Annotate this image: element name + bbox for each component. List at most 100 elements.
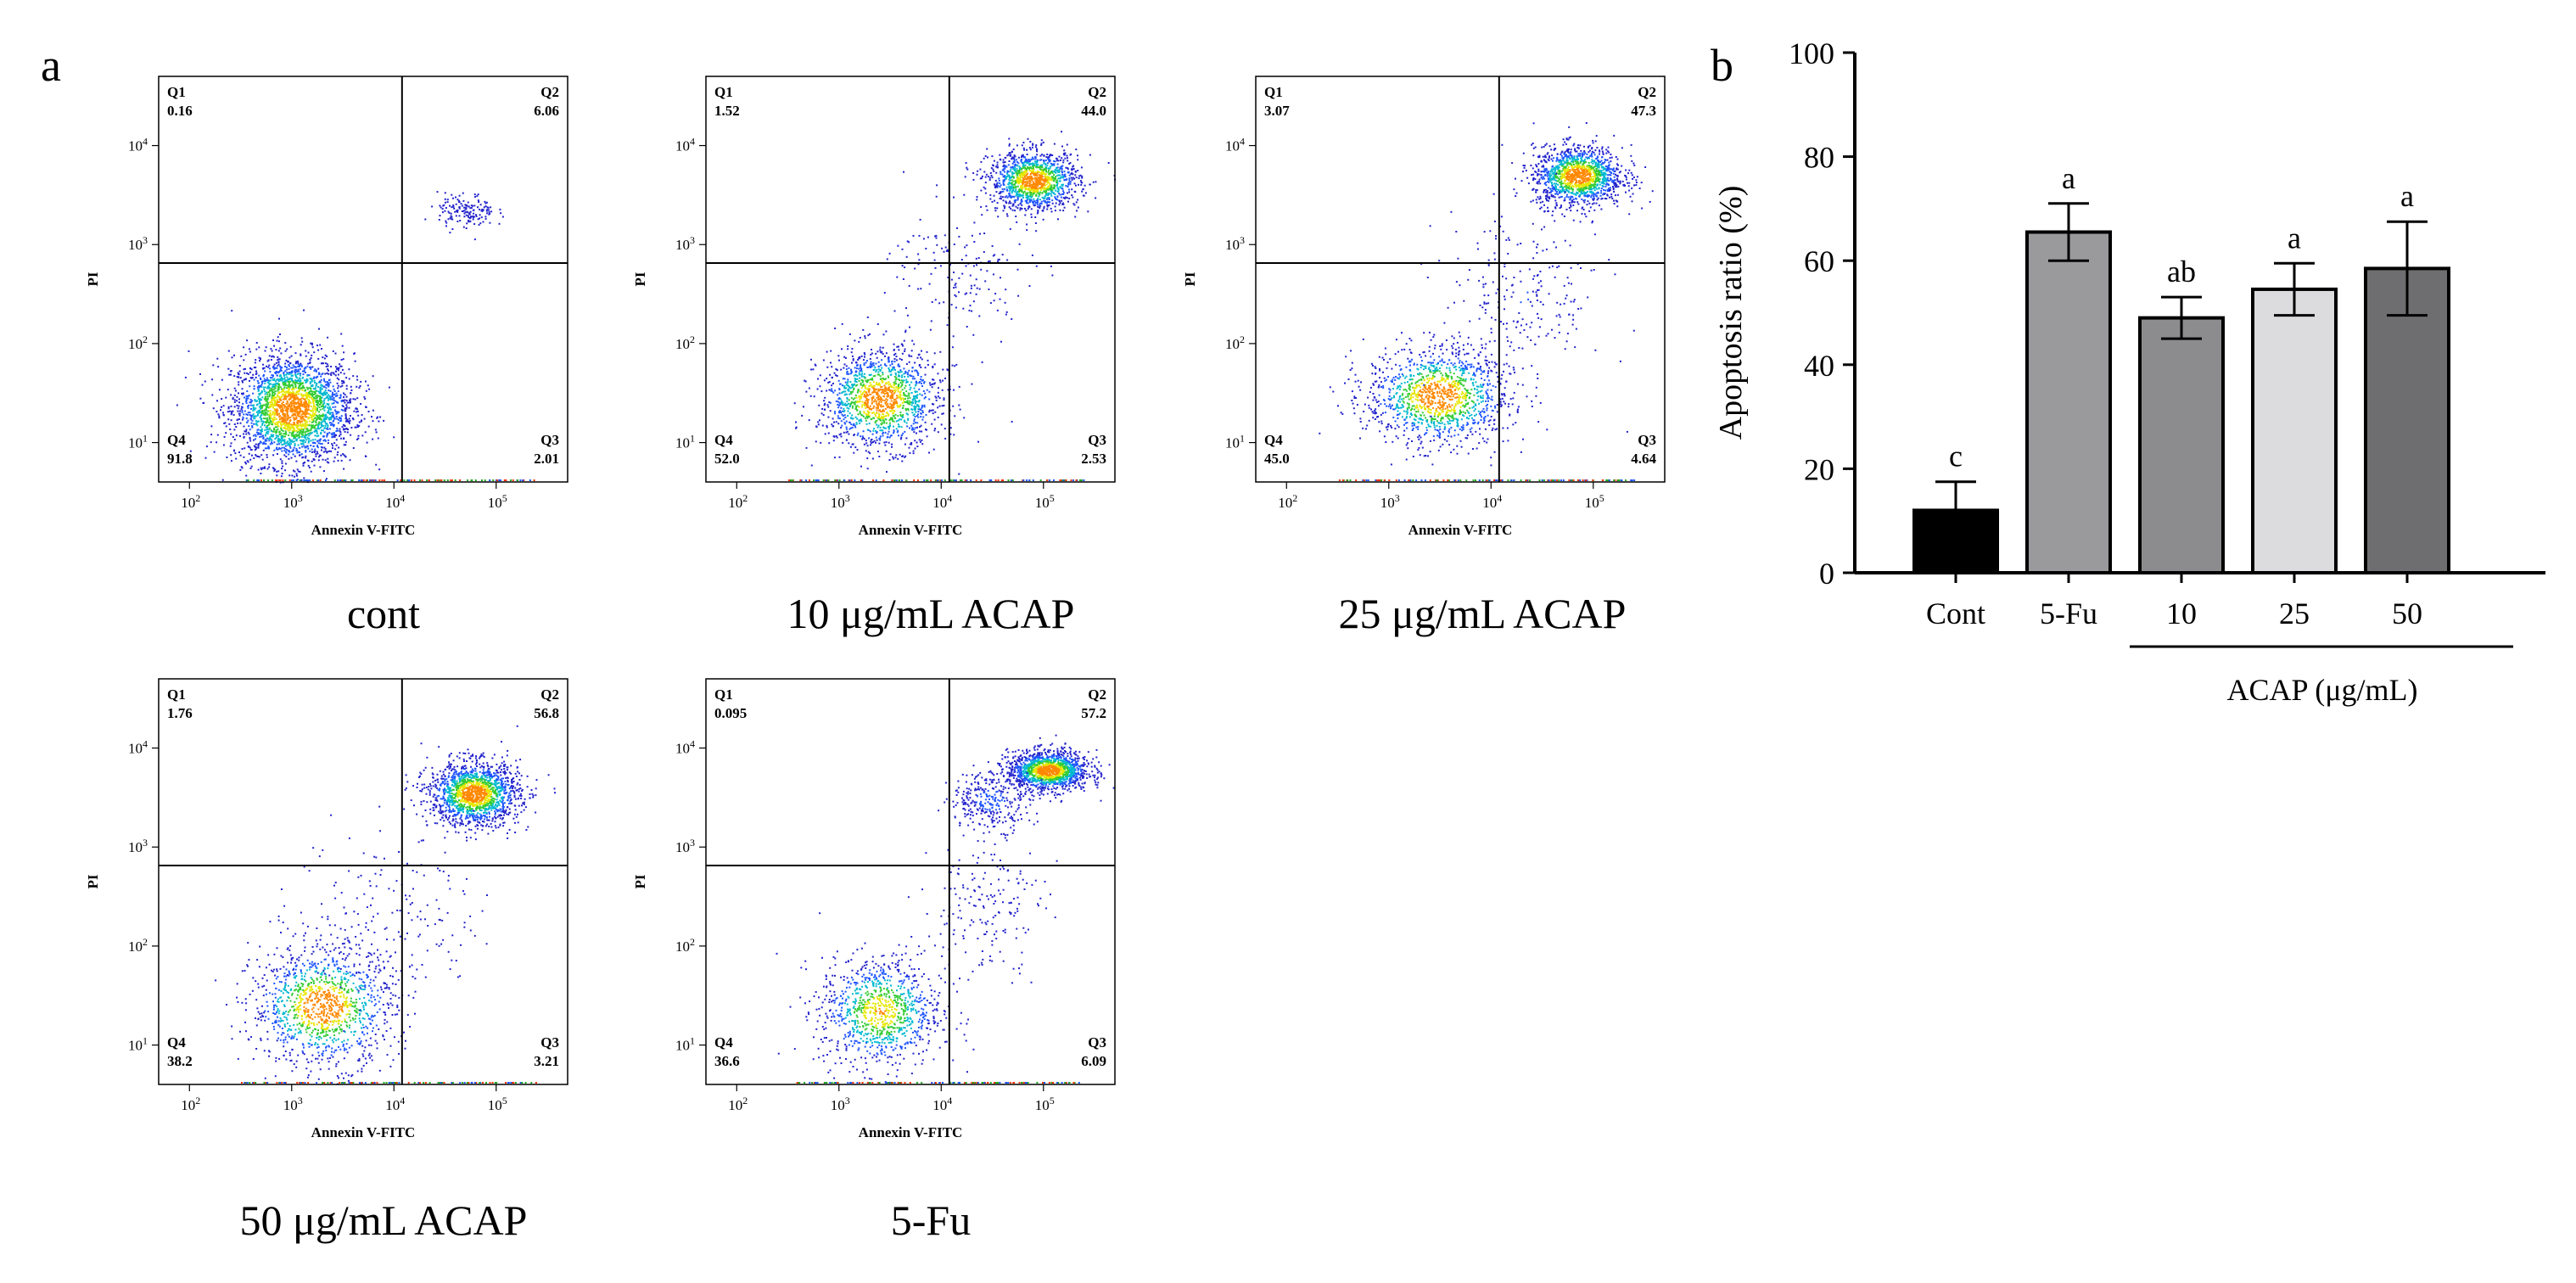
scatter-point — [1053, 174, 1056, 176]
scatter-point — [288, 393, 290, 395]
scatter-point — [944, 377, 946, 379]
scatter-point — [348, 378, 350, 380]
scatter-point — [463, 212, 466, 215]
scatter-point — [450, 212, 452, 215]
scatter-point — [868, 416, 870, 418]
scatter-point — [260, 467, 262, 469]
scatter-point — [1040, 139, 1043, 142]
scatter-point — [869, 333, 871, 335]
scatter-point — [232, 398, 234, 401]
scatter-point — [273, 408, 276, 410]
scatter-point — [260, 405, 262, 407]
scatter-point — [895, 420, 898, 423]
scatter-point — [882, 333, 885, 336]
scatter-point — [345, 404, 348, 406]
scatter-point — [280, 352, 283, 355]
scatter-point — [225, 432, 227, 434]
scatter-point — [322, 451, 325, 453]
scatter-point — [277, 336, 279, 339]
scatter-point — [854, 373, 857, 376]
scatter-point — [218, 415, 221, 417]
scatter-point — [868, 385, 871, 388]
scatter-point — [879, 349, 882, 351]
scatter-point — [282, 390, 284, 393]
scatter-point — [475, 215, 478, 217]
scatter-point — [271, 377, 273, 379]
scatter-point — [860, 369, 863, 371]
scatter-point — [888, 406, 890, 408]
scatter-point — [325, 417, 328, 419]
scatter-point — [847, 378, 849, 381]
scatter-point — [317, 357, 320, 360]
scatter-point — [330, 450, 333, 452]
scatter-point — [342, 409, 344, 412]
scatter-point — [941, 405, 944, 407]
scatter-point — [1046, 165, 1049, 166]
scatter-point — [837, 401, 839, 403]
scatter-point — [326, 434, 328, 436]
scatter-point — [479, 222, 482, 225]
scatter-point — [841, 424, 843, 427]
scatter-point — [831, 384, 833, 387]
scatter-point — [876, 392, 879, 395]
scatter-point — [333, 442, 336, 445]
scatter-point — [228, 373, 231, 376]
scatter-point — [841, 322, 843, 325]
scatter-point — [300, 387, 302, 389]
scatter-point — [845, 426, 848, 429]
scatter-point — [908, 361, 910, 363]
scatter-point — [795, 427, 797, 429]
scatter-point — [358, 479, 361, 481]
scatter-point — [994, 183, 995, 186]
scatter-point — [888, 367, 890, 369]
scatter-point — [367, 479, 368, 481]
scatter-point — [289, 446, 292, 449]
scatter-point — [296, 438, 299, 440]
scatter-point — [871, 391, 874, 394]
scatter-point — [1072, 165, 1075, 167]
scatter-point — [878, 456, 881, 457]
scatter-point — [247, 397, 249, 400]
scatter-point — [879, 418, 882, 421]
scatter-point — [1005, 186, 1008, 188]
scatter-point — [302, 456, 305, 458]
scatter-point — [1028, 159, 1030, 160]
scatter-point — [484, 216, 487, 218]
scatter-point — [299, 412, 300, 415]
scatter-point — [252, 434, 255, 437]
scatter-point — [890, 405, 893, 407]
scatter-point — [319, 389, 322, 392]
scatter-point — [323, 400, 326, 402]
scatter-point — [269, 371, 272, 373]
scatter-point — [305, 439, 308, 441]
scatter-point — [233, 394, 236, 396]
scatter-point — [244, 461, 247, 463]
scatter-point — [321, 446, 323, 449]
scatter-point — [1056, 190, 1059, 193]
scatter-point — [874, 413, 876, 416]
scatter-point — [899, 394, 902, 396]
scatter-point — [883, 441, 886, 444]
scatter-point — [304, 402, 306, 405]
scatter-point — [344, 479, 346, 481]
scatter-point — [287, 440, 289, 443]
scatter-point — [279, 458, 282, 461]
scatter-point — [333, 388, 335, 390]
scatter-point — [916, 404, 919, 406]
scatter-point — [482, 221, 484, 223]
scatter-point — [921, 410, 924, 412]
scatter-point — [843, 409, 846, 412]
scatter-point — [317, 479, 320, 481]
scatter-point — [911, 408, 914, 411]
scatter-point — [485, 201, 488, 204]
scatter-point — [330, 433, 333, 435]
scatter-point — [233, 401, 236, 403]
scatter-point — [337, 369, 339, 372]
scatter-point — [284, 415, 287, 417]
scatter-point — [339, 428, 341, 430]
scatter-point — [328, 397, 330, 400]
scatter-point — [872, 364, 875, 367]
scatter-point — [332, 447, 333, 450]
scatter-point — [286, 418, 288, 421]
scatter-point — [857, 389, 860, 391]
